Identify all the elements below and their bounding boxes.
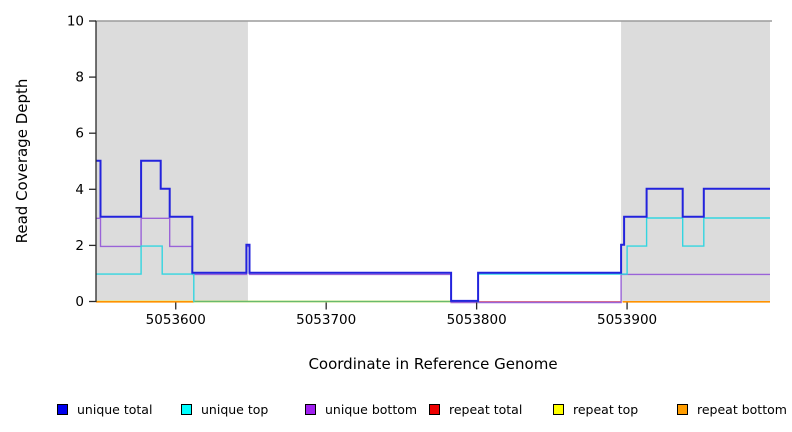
legend-item-repeat-bottom: repeat bottom bbox=[677, 399, 787, 419]
y-tick-label: 4 bbox=[75, 182, 84, 198]
legend-label: repeat top bbox=[573, 401, 639, 417]
legend-label: unique total bbox=[77, 401, 153, 417]
legend-swatch bbox=[57, 403, 68, 415]
legend-label: unique bottom bbox=[325, 401, 418, 417]
y-tick-label: 0 bbox=[75, 294, 84, 310]
legend-swatch bbox=[429, 403, 440, 415]
y-tick-label: 8 bbox=[75, 70, 84, 86]
y-tick-label: 2 bbox=[75, 238, 84, 254]
legend-label: repeat total bbox=[449, 401, 523, 417]
axes: 0 2 4 6 8 10 5053600 5053700 5053800 5053900 bbox=[67, 14, 657, 329]
repeat-shaded-regions bbox=[96, 21, 770, 302]
legend-item-repeat-total: repeat total bbox=[429, 399, 522, 419]
legend-swatch bbox=[553, 403, 564, 415]
legend-item-unique-top: unique top bbox=[181, 399, 268, 419]
y-tick-label: 10 bbox=[67, 14, 84, 30]
coverage-step-lines bbox=[96, 159, 770, 304]
legend: unique total unique top unique bottom repea… bbox=[0, 399, 792, 425]
legend-swatch bbox=[181, 403, 192, 415]
y-tick-label: 6 bbox=[75, 126, 84, 142]
legend-item-repeat-top: repeat top bbox=[553, 399, 638, 419]
x-tick-label: 5053800 bbox=[447, 312, 507, 328]
y-axis-title: Read Coverage Depth bbox=[13, 79, 31, 244]
x-tick-label: 5053600 bbox=[146, 312, 206, 328]
x-axis-title: Coordinate in Reference Genome bbox=[308, 355, 557, 373]
legend-swatch bbox=[305, 403, 316, 415]
legend-item-unique-total: unique total bbox=[57, 399, 152, 419]
legend-item-unique-bottom: unique bottom bbox=[305, 399, 417, 419]
legend-swatch bbox=[677, 403, 688, 415]
legend-label: unique top bbox=[201, 401, 269, 417]
legend-label: repeat bottom bbox=[697, 401, 787, 417]
x-tick-label: 5053700 bbox=[296, 312, 356, 328]
x-tick-label: 5053900 bbox=[597, 312, 657, 328]
